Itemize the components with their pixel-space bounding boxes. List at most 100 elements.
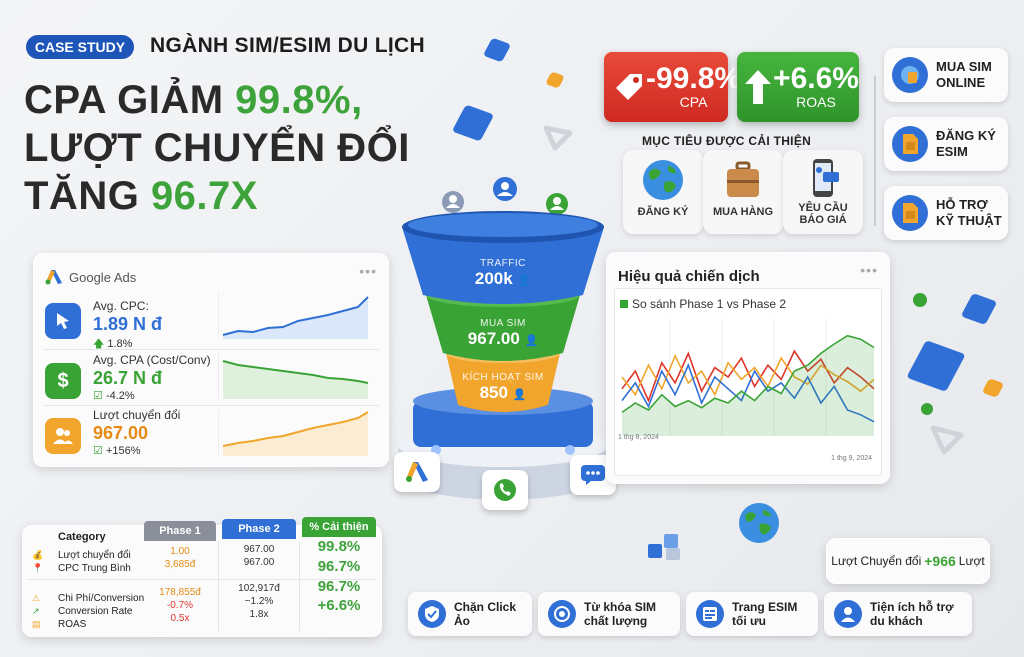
conversion-note-text: Lượt Chuyển đổi [831,554,922,568]
kpi-cpa-tile: -99.8% CPA [604,52,741,122]
table-row-label: ROAS [58,619,87,630]
feature-traveler-support-line2: du khách [870,614,923,628]
google-ads-card: Google Ads ••• Avg. CPC: 1.89 N đ 🡅 1.8%… [33,253,389,467]
table-col-divider [299,541,300,631]
warning-icon: ⚠ [32,593,41,603]
headline-cpa-value: 99.8%, [235,78,363,122]
call-tile-icon [482,470,528,510]
kpi-roas-label: ROAS [796,94,836,110]
shield-check-icon [418,600,446,628]
cube-decoration [960,292,998,326]
side-item-tech-support[interactable]: HỖ TRỢ KỸ THUẬT [884,186,1008,240]
series-line [621,334,875,414]
funnel-buy-sim-value: 967.00 👤 [467,329,539,348]
feature-traveler-support[interactable]: Tiện ích hỗ trợ du khách [824,592,972,636]
metric-cpc-sparkline [218,293,369,339]
google-ads-logo-icon [45,269,63,285]
table-header-phase2: Phase 2 [222,519,296,539]
metric-cpc-value: 1.89 N đ [93,314,163,334]
divider [43,405,379,406]
goal-label-register: ĐĂNG KÝ [637,206,689,218]
metric-cpa-value: 26.7 N đ [93,368,163,388]
table-improvement-cell: 99.8% [317,538,361,555]
funnel-buy-sim-title: MUA SIM [480,318,526,329]
users-icon [45,418,81,454]
legend-swatch [620,300,628,308]
cube-decoration [482,37,512,63]
feature-esim-page[interactable]: Trang ESIM tối ưu [686,592,818,636]
industry-subtitle: NGÀNH SIM/ESIM DU LỊCH [150,34,425,57]
metric-cpa-label: Avg. CPA (Cost/Conv) [93,353,211,367]
conversion-note-value: +966 [924,553,956,569]
table-improvement-cell: 96.7% [317,558,361,575]
globe-sim-icon [892,57,928,93]
globe-icon [641,158,685,202]
campaign-line-chart [621,318,875,436]
feature-sim-keywords-line2: chất lượng [584,614,648,628]
table-phase2-cell: 102,917đ [238,583,280,594]
metric-conversions-sparkline [218,410,369,456]
funnel-traffic-title: TRAFFIC [480,258,526,269]
metric-cpa-change: ☑ -4.2% [93,390,135,402]
side-item-register-esim[interactable]: ĐĂNG KÝ ESIM [884,117,1008,171]
feature-click-fraud[interactable]: Chặn Click Ảo [408,592,532,636]
conversion-note-unit: Lượt [958,554,985,568]
table-col-divider [218,541,219,631]
table-phase2-cell: 967.00 [243,557,275,568]
goals-title: MỤC TIÊU ĐƯỢC CẢI THIỆN [642,134,812,148]
metric-cpa-change-value: -4.2% [105,390,135,402]
ads-tile-icon [394,452,440,492]
cube-decoration [451,104,495,142]
bag-icon: 💰 [32,550,44,560]
table-row-label: Lượt chuyển đổi [58,550,131,561]
side-connector-line [874,76,876,226]
table-improvement-cell: +6.6% [317,597,361,614]
table-improvement-cell: 96.7% [317,578,361,595]
campaign-chart-legend: So sánh Phase 1 vs Phase 2 [632,297,787,311]
kpi-cpa-label: CPA [679,94,708,110]
window-dots: ••• [359,263,377,279]
triangle-decoration [543,125,573,151]
phone-icon [801,156,845,200]
cube-decoration [545,71,565,89]
sim-card-icon [892,126,928,162]
series-area [622,335,874,436]
funnel-activate-stage: KÍCH HOẠT SIM 850 👤 [453,372,553,403]
table-phase1-cell: -0.7% [166,600,194,611]
series-line [621,353,875,397]
side-item-buy-sim-line1: MUA SIM [936,59,992,74]
metric-cpc-change: 🡅 1.8% [93,338,133,350]
funnel-activate-value-text: 850 [479,383,508,402]
funnel-activate-title: KÍCH HOẠT SIM [462,372,544,383]
side-item-buy-sim-line2: ONLINE [936,75,986,90]
dollar-icon: $ [45,363,81,399]
sim-support-icon [892,195,928,231]
table-phase1-cell: 0.5x [170,613,190,624]
feature-sim-keywords-line1: Từ khóa SIM [584,600,657,614]
cursor-icon [45,303,81,339]
kpi-roas-value: +6.6% [773,62,859,95]
trend-icon: ↗ [32,606,40,616]
side-item-register-esim-line2: ESIM [936,144,968,159]
feature-traveler-support-line1: Tiện ích hỗ trợ [870,600,954,614]
headline-increase-value: 96.7X [150,174,258,218]
side-item-register-esim-line1: ĐĂNG KÝ [936,128,996,143]
pin-icon: 📍 [32,563,44,573]
table-header-phase1: Phase 1 [144,521,216,541]
side-item-buy-sim[interactable]: MUA SIM ONLINE [884,48,1008,102]
metric-conversions-change: ☑ +156% [93,445,141,457]
feature-sim-keywords[interactable]: Từ khóa SIM chất lượng [538,592,680,636]
case-study-badge: CASE STUDY [26,35,134,59]
headline-increase-text: TĂNG [24,174,151,218]
goal-label-purchase: MUA HÀNG [712,206,774,218]
metric-conversions-change-value: +156% [105,445,141,457]
ball-decoration [921,403,933,415]
campaign-chart-title: Hiệu quả chiến dịch [618,268,760,285]
table-phase1-cell: 1.00 [170,546,190,557]
headline-cpa-text: CPA GIẢM [24,78,236,122]
feature-click-fraud-label: Chặn Click Ảo [454,600,517,628]
price-tag-icon [612,70,646,104]
globe-decoration [738,502,780,544]
x-axis-start-label: 1 thg 8, 2024 [618,434,659,441]
table-row-divider [28,579,376,580]
